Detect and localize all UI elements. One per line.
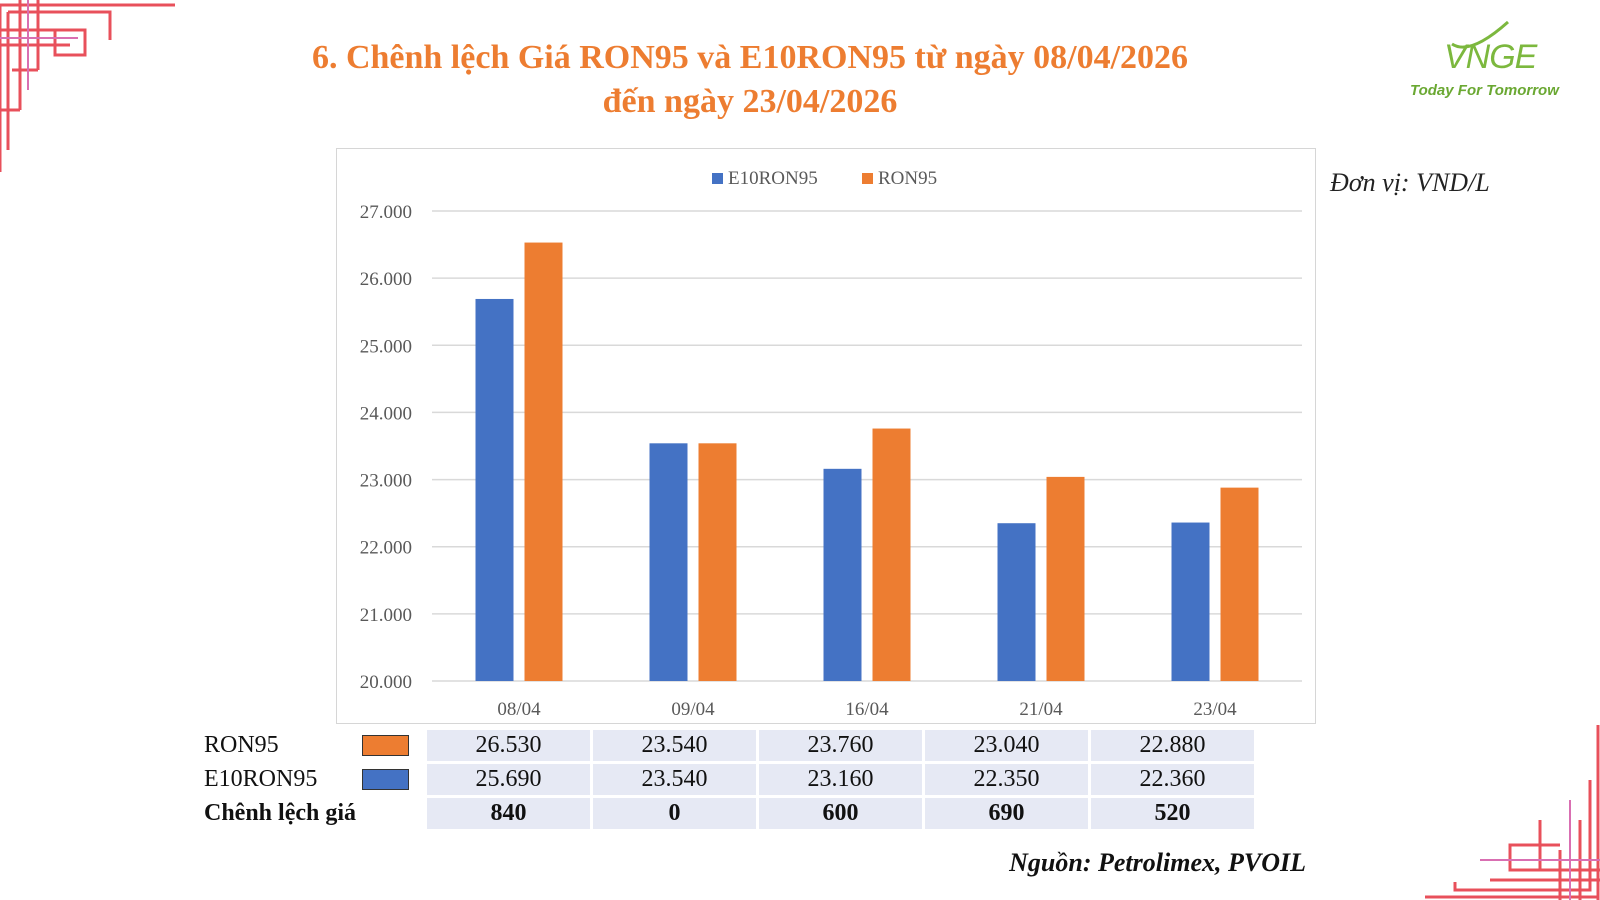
y-tick-label: 26.000	[360, 269, 412, 290]
vnge-logo: VNGE Today For Tomorrow	[1400, 20, 1580, 110]
bar-chart: 20.000 21.000 22.000 23.000 24.000 25.000 26.0…	[336, 148, 1316, 724]
ron95-swatch	[362, 735, 409, 756]
x-tick-label: 23/04	[1193, 699, 1237, 720]
bar-ron95-16-04	[872, 428, 911, 681]
logo-swoosh-icon	[1451, 20, 1509, 49]
corner-ornament-top-left	[0, 0, 175, 172]
row-label-ron95: RON95	[204, 732, 279, 758]
y-tick-label: 24.000	[360, 403, 412, 424]
y-tick-label: 22.000	[360, 538, 412, 559]
corner-ornament-bottom-right	[1425, 725, 1600, 900]
bar-e10ron95-08-04	[475, 298, 514, 681]
page-title: 6. Chênh lệch Giá RON95 và E10RON95 từ n…	[250, 36, 1250, 124]
table-row-difference: Chênh lệch giá 840 0 600 690 520	[204, 798, 1254, 829]
table-cell: 0	[593, 798, 756, 829]
table-cell: 600	[759, 798, 922, 829]
legend-swatch-ron95	[862, 173, 873, 184]
bar-ron95-23-04	[1220, 487, 1259, 681]
table-cell: 690	[925, 798, 1088, 829]
table-cell: 22.350	[925, 764, 1088, 795]
table-row-e10ron95: E10RON95 25.690 23.540 23.160 22.350 22.…	[204, 764, 1254, 795]
table-cell: 840	[427, 798, 590, 829]
table-cell: 23.540	[593, 730, 756, 761]
table-cell: 25.690	[427, 764, 590, 795]
source-label: Nguồn: Petrolimex, PVOIL	[1009, 848, 1306, 877]
table-row-ron95: RON95 26.530 23.540 23.760 23.040 22.880	[204, 730, 1254, 761]
table-cell: 23.040	[925, 730, 1088, 761]
table-cell: 22.880	[1091, 730, 1254, 761]
table-cell: 23.160	[759, 764, 922, 795]
table-cell: 23.540	[593, 764, 756, 795]
x-tick-label: 21/04	[1019, 699, 1063, 720]
bar-e10ron95-09-04	[649, 443, 688, 681]
legend-label-e10ron95: E10RON95	[728, 168, 818, 189]
y-tick-label: 23.000	[360, 471, 412, 492]
bar-e10ron95-21-04	[997, 523, 1036, 681]
bar-ron95-08-04	[524, 242, 563, 682]
price-table: RON95 26.530 23.540 23.760 23.040 22.880…	[201, 727, 1257, 832]
bar-ron95-21-04	[1046, 476, 1085, 681]
logo-mark: VNGE	[1444, 38, 1537, 76]
table-cell: 23.760	[759, 730, 922, 761]
row-label-difference: Chênh lệch giá	[204, 798, 424, 829]
bar-ron95-09-04	[698, 443, 737, 681]
table-cell: 520	[1091, 798, 1254, 829]
y-tick-label: 21.000	[360, 605, 412, 626]
x-tick-label: 08/04	[497, 699, 541, 720]
x-tick-label: 09/04	[671, 699, 715, 720]
row-label-cell: E10RON95	[204, 764, 424, 795]
table-cell: 26.530	[427, 730, 590, 761]
e10ron95-swatch	[362, 769, 409, 790]
logo-tagline: Today For Tomorrow	[1410, 82, 1559, 99]
page-title-line-1: 6. Chênh lệch Giá RON95 và E10RON95 từ n…	[311, 39, 1189, 76]
page-title-line-2: đến ngày 23/04/2026	[602, 83, 898, 120]
unit-label: Đơn vị: VND/L	[1330, 168, 1490, 197]
x-tick-label: 16/04	[845, 699, 889, 720]
legend-swatch-e10ron95	[712, 173, 723, 184]
bar-chart-svg: 20.000 21.000 22.000 23.000 24.000 25.000 26.0…	[360, 168, 1302, 720]
row-label-e10ron95: E10RON95	[204, 766, 318, 792]
table-cell: 22.360	[1091, 764, 1254, 795]
legend-label-ron95: RON95	[878, 168, 937, 189]
row-label-cell: RON95	[204, 730, 424, 761]
bar-e10ron95-23-04	[1171, 522, 1210, 681]
y-tick-label: 20.000	[360, 672, 412, 693]
y-tick-label: 25.000	[360, 336, 412, 357]
y-tick-label: 27.000	[360, 202, 412, 223]
bar-e10ron95-16-04	[823, 468, 862, 681]
